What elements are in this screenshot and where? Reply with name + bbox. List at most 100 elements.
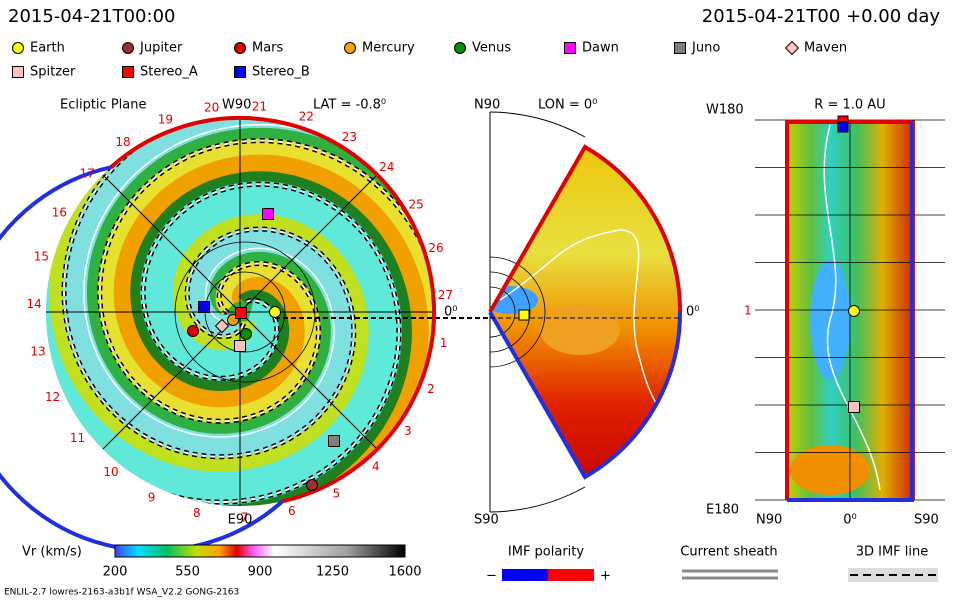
marker [187,325,199,337]
colorbar-tick: 900 [248,565,273,580]
marker [234,340,246,352]
imf-plus [548,569,594,581]
marker [234,42,246,54]
label: − [486,569,497,584]
label: + [600,569,611,584]
contour [823,124,881,491]
marker [269,306,281,318]
meridional-plot [490,147,681,477]
longitude-label: 12 [45,390,60,404]
spiral [100,141,434,506]
label: 0⁰ [843,513,856,528]
longitude-label: 11 [70,431,85,445]
legend-label: Venus [472,41,511,56]
marker [306,479,318,491]
longitude-label: 16 [52,205,67,219]
marker [234,66,246,78]
spiral [49,118,369,472]
marker [518,309,530,321]
label: 3D IMF line [856,545,929,560]
marker [214,318,230,334]
colorbar-tick: 1600 [388,565,421,580]
ring [489,286,516,338]
legend-label: Mercury [362,41,415,56]
longitude-label: 13 [30,345,45,359]
label: IMF polarity [508,545,584,560]
longitude-label: 6 [288,504,296,518]
frame [489,111,586,513]
contour [499,229,671,421]
colorbar-tick: 550 [175,565,200,580]
longitude-label: 23 [342,130,357,144]
label: W180 [706,103,744,118]
marker [454,42,466,54]
label: E90 [228,513,253,528]
label: E180 [706,503,739,518]
content: 2015-04-21T00:00 2015-04-21T00 +0.00 day E… [0,6,945,598]
longitude-label: 10 [103,465,118,479]
legend-label: Stereo_A [140,65,198,80]
spiral [84,171,412,506]
legend-label: Maven [804,41,847,56]
legend-label: Stereo_B [252,65,310,80]
label: N90 [474,98,500,113]
legend-label: Mars [252,41,284,56]
footer: ENLIL-2.7 lowres-2163-a3b1f WSA_V2.2 GON… [4,588,239,598]
label: 1 [744,304,752,318]
spiral [83,123,434,438]
ring [489,271,531,353]
marker [848,305,860,317]
longitude-label: 27 [438,288,453,302]
label: 0⁰ [444,305,457,320]
label: Vr (km/s) [22,545,82,560]
marker [122,66,134,78]
marker [262,208,274,220]
label: N90 [756,513,782,528]
label: S90 [914,513,939,528]
longitude-label: 24 [379,160,394,174]
colorbar [114,544,406,558]
longitude-label: 14 [26,297,41,311]
label: Current sheath [680,545,777,560]
legend-label: Dawn [582,41,619,56]
border [488,311,683,480]
label: Ecliptic Plane [60,98,146,113]
border [787,122,914,502]
imf-minus [502,569,548,581]
longitude-label: 25 [408,198,423,212]
longitude-label: 20 [204,100,219,114]
longitude-label: 4 [372,459,380,473]
marker [12,66,24,78]
marker [198,301,210,313]
spiral [56,118,392,464]
marker [235,307,247,319]
marker [674,42,686,54]
marker [848,401,860,413]
marker [564,42,576,54]
longitude-label: 21 [252,99,267,113]
blob [540,305,620,355]
longitude-label: 22 [299,109,314,123]
legend-label: Spitzer [30,65,76,80]
border [109,116,436,504]
longitude-label: 7 [241,510,249,524]
longitude-label: 15 [34,250,49,264]
border [488,144,683,313]
marker [784,40,800,56]
ring [489,256,546,368]
longitude-label: 9 [148,491,156,505]
label: 0⁰ [686,305,699,320]
marker [122,42,134,54]
label: 2015-04-21T00 +0.00 day [702,6,941,27]
longitude-label: 17 [79,166,94,180]
legend-label: Earth [30,41,65,56]
longitude-label: 19 [158,113,173,127]
longitude-label: 5 [333,487,341,501]
longitude-label: 8 [193,506,201,520]
longitude-label: 3 [404,424,412,438]
legend-label: Jupiter [139,41,183,56]
label: 2015-04-21T00:00 [8,6,175,27]
colorbar-tick: 1250 [316,565,349,580]
label: S90 [474,513,499,528]
